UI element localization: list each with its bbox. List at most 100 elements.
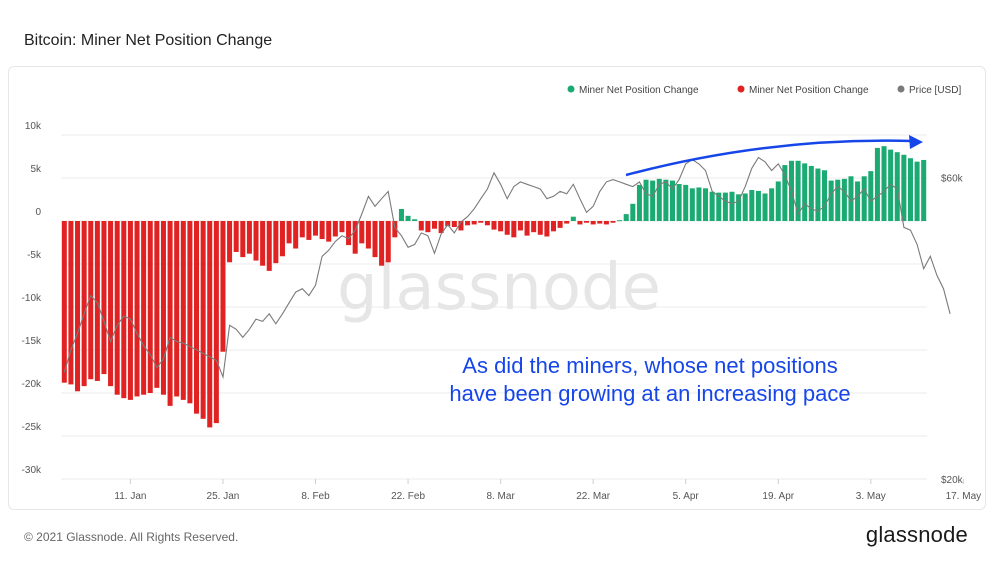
legend-marker (897, 85, 905, 93)
bar (299, 221, 305, 238)
bar (755, 190, 761, 221)
bar (504, 221, 510, 235)
y-axis-tick-label: -30k (22, 465, 42, 476)
bar (656, 178, 662, 221)
bar (154, 221, 160, 388)
bar (577, 221, 583, 225)
bar (94, 221, 100, 381)
bar (782, 165, 788, 221)
bar (676, 184, 682, 221)
bar (478, 221, 484, 223)
watermark: glassnode (337, 251, 661, 325)
y-right-tick-label: $60k (941, 173, 964, 184)
bar (286, 221, 292, 244)
bar (901, 154, 907, 221)
annotation-line-1: As did the miners, whose net positions (462, 353, 838, 378)
chart-title: Bitcoin: Miner Net Position Change (24, 32, 273, 49)
bar (537, 221, 543, 235)
bar (491, 221, 497, 230)
bar (689, 188, 695, 221)
bar (669, 180, 676, 221)
bar (412, 219, 418, 221)
x-axis-tick-label: 19. Apr (762, 491, 794, 502)
bar (465, 221, 471, 226)
bar (398, 208, 404, 221)
bar (914, 161, 920, 221)
glassnode-logo[interactable]: glassnode (865, 522, 968, 547)
bar (564, 221, 570, 224)
bar (736, 194, 742, 221)
bar (174, 221, 180, 397)
bar (868, 171, 874, 221)
bar (141, 221, 147, 395)
annotation-line-2: have been growing at an increasing pace (449, 381, 851, 406)
bar (253, 221, 259, 261)
bar (828, 180, 834, 221)
bar (643, 179, 649, 221)
bar (379, 221, 385, 266)
chart-svg: -30k -25k -20k -15k -10k -5k 0 5k 10k 11. Jan 25. … (22, 85, 982, 502)
bar (471, 221, 477, 225)
bar (458, 221, 464, 231)
bar (114, 221, 120, 395)
bar (438, 221, 444, 234)
bar (762, 193, 768, 221)
bar (570, 216, 576, 221)
x-axis-tick-label: 5. Apr (673, 491, 700, 502)
bar (775, 181, 781, 221)
y-axis-tick-label: -25k (22, 422, 42, 433)
bar (683, 184, 689, 221)
bar (75, 221, 81, 392)
x-axis-tick-label: 25. Jan (207, 491, 240, 502)
bar (729, 191, 735, 221)
bar (273, 221, 279, 264)
legend-label: Miner Net Position Change (749, 85, 869, 96)
bar (405, 215, 411, 221)
bar (240, 221, 246, 258)
bar (835, 179, 841, 221)
bar (101, 221, 107, 375)
bar (769, 188, 775, 221)
bar (127, 221, 133, 400)
bar (220, 221, 226, 352)
bar (451, 221, 457, 228)
bar (194, 221, 200, 414)
bar (650, 180, 656, 221)
bar (703, 188, 709, 221)
bar (531, 221, 537, 233)
bar (359, 221, 365, 244)
bar (352, 221, 358, 254)
bar (167, 221, 173, 406)
bar (630, 203, 636, 221)
bar (636, 184, 642, 221)
bar (346, 221, 352, 246)
legend-label: Price [USD] (909, 85, 961, 96)
bar (815, 168, 821, 221)
x-axis-tick-label: 22. Mar (576, 491, 611, 502)
bar (722, 192, 728, 221)
bar (372, 221, 378, 258)
bar (246, 221, 252, 254)
bar (233, 221, 239, 252)
bar (861, 176, 867, 221)
bar (332, 221, 338, 237)
bar (260, 221, 266, 266)
bar (108, 221, 114, 387)
bar (802, 163, 808, 221)
bar (590, 221, 596, 225)
y-axis-tick-label: 10k (25, 121, 42, 132)
y-axis-tick-label: 5k (30, 164, 42, 175)
trend-arrow-head (909, 135, 923, 149)
bar (293, 221, 299, 249)
bar (874, 147, 880, 221)
legend-label: Miner Net Position Change (579, 85, 699, 96)
bar (544, 221, 550, 237)
bar (180, 221, 186, 400)
x-axis-tick-label: 11. Jan (114, 491, 146, 502)
bar (68, 221, 74, 385)
bar (709, 191, 715, 221)
bar (326, 221, 332, 242)
bar (742, 193, 748, 221)
bar (207, 221, 213, 428)
bar (498, 221, 504, 232)
